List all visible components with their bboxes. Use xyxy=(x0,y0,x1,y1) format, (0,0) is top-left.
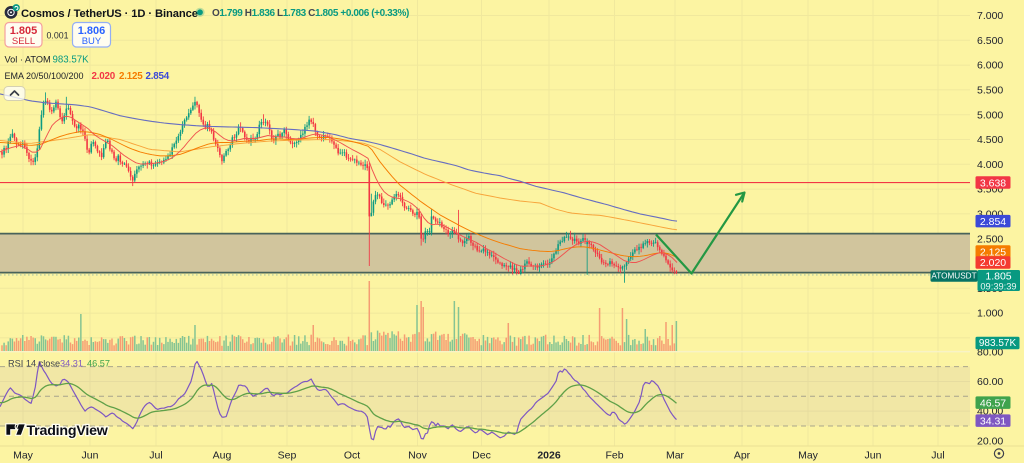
svg-text:2.500: 2.500 xyxy=(977,233,1003,245)
svg-text:46.57: 46.57 xyxy=(980,397,1006,409)
svg-text:2.020: 2.020 xyxy=(980,257,1006,269)
svg-text:2.020: 2.020 xyxy=(92,71,116,82)
svg-text:O1.799 H1.836 L1.783 C1.805 +0: O1.799 H1.836 L1.783 C1.805 +0.006 (+0.3… xyxy=(212,8,409,19)
svg-text:RSI 14 close: RSI 14 close xyxy=(8,358,60,368)
svg-text:1.805: 1.805 xyxy=(985,271,1011,283)
svg-text:983.57K: 983.57K xyxy=(979,338,1017,349)
svg-text:80.00: 80.00 xyxy=(977,346,1003,358)
svg-text:Apr: Apr xyxy=(734,450,751,462)
svg-text:2026: 2026 xyxy=(537,450,561,462)
svg-text:1.000: 1.000 xyxy=(977,308,1003,320)
svg-text:4.500: 4.500 xyxy=(977,134,1003,146)
svg-text:60.00: 60.00 xyxy=(977,376,1003,388)
svg-text:1.806: 1.806 xyxy=(78,25,106,37)
svg-text:2.854: 2.854 xyxy=(980,216,1006,228)
svg-text:Dec: Dec xyxy=(472,450,491,462)
svg-text:5.000: 5.000 xyxy=(977,109,1003,121)
svg-text:May: May xyxy=(798,450,819,462)
svg-text:Nov: Nov xyxy=(408,450,427,462)
svg-text:EMA 20/50/100/200: EMA 20/50/100/200 xyxy=(5,71,84,81)
svg-text:Cosmos / TetherUS · 1D · Binan: Cosmos / TetherUS · 1D · Binance xyxy=(21,8,198,20)
svg-text:4.000: 4.000 xyxy=(977,159,1003,171)
svg-text:1.805: 1.805 xyxy=(10,25,38,37)
svg-text:6.500: 6.500 xyxy=(977,35,1003,47)
svg-text:983.57K: 983.57K xyxy=(53,55,90,66)
svg-text:ATOMUSDT: ATOMUSDT xyxy=(931,272,976,281)
svg-text:7.000: 7.000 xyxy=(977,10,1003,22)
svg-text:2.125: 2.125 xyxy=(980,246,1006,258)
svg-text:Jul: Jul xyxy=(149,450,162,462)
svg-text:May: May xyxy=(13,450,34,462)
svg-text:0.001: 0.001 xyxy=(46,30,68,40)
svg-text:TradingView: TradingView xyxy=(27,423,109,439)
svg-text:SELL: SELL xyxy=(12,36,35,47)
svg-text:Mar: Mar xyxy=(666,450,685,462)
svg-text:Oct: Oct xyxy=(344,450,360,462)
svg-text:2.125: 2.125 xyxy=(119,71,143,82)
svg-text:BUY: BUY xyxy=(82,36,102,47)
svg-text:34.31: 34.31 xyxy=(980,415,1006,427)
svg-text:3.638: 3.638 xyxy=(980,177,1006,189)
svg-text:34.31: 34.31 xyxy=(60,358,83,368)
svg-text:Vol · ATOM: Vol · ATOM xyxy=(5,55,51,65)
svg-text:Feb: Feb xyxy=(605,450,623,462)
svg-text:46.57: 46.57 xyxy=(87,358,110,368)
svg-text:20.00: 20.00 xyxy=(977,435,1003,447)
svg-text:Jun: Jun xyxy=(82,450,99,462)
svg-text:Jul: Jul xyxy=(931,450,944,462)
svg-text:Aug: Aug xyxy=(213,450,232,462)
svg-text:Sep: Sep xyxy=(278,450,297,462)
svg-text:5.500: 5.500 xyxy=(977,85,1003,97)
svg-text:Jun: Jun xyxy=(865,450,882,462)
svg-text:09:39:39: 09:39:39 xyxy=(980,281,1016,291)
svg-text:2.854: 2.854 xyxy=(146,71,170,82)
svg-text:6.000: 6.000 xyxy=(977,60,1003,72)
